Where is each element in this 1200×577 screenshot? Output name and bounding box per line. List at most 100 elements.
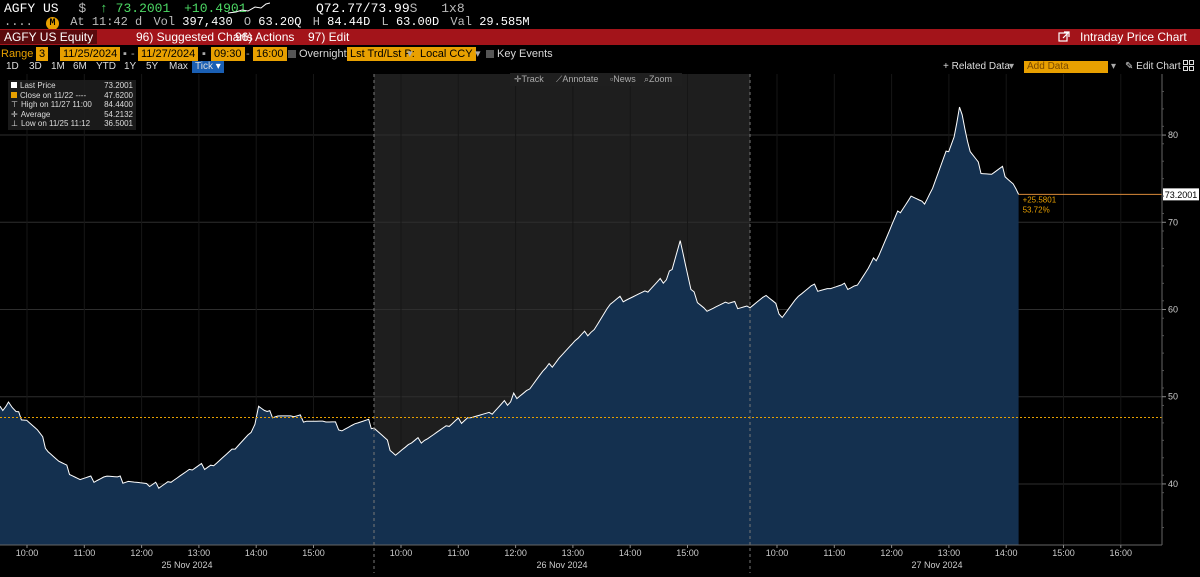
high-label: H (312, 15, 320, 29)
dropdown-icon[interactable]: ▾ (1111, 61, 1117, 72)
bid-ask: Q72.77/73.99 (316, 1, 410, 16)
period-3d[interactable]: 3D (29, 61, 42, 72)
grid-view-icon[interactable] (1183, 60, 1194, 75)
range-value-field[interactable]: 3 (36, 47, 49, 61)
legend-label-text: Low on 11/25 11:12 (20, 119, 91, 129)
x-tick-label: 10:00 (766, 548, 789, 558)
low-price: 63.00D (395, 15, 440, 29)
period-ytd[interactable]: YTD (96, 61, 116, 72)
period-max[interactable]: Max (169, 61, 188, 72)
key-events-label: Key Events (497, 48, 553, 60)
related-data-button[interactable]: + Related Data (943, 61, 1010, 72)
currency-select[interactable]: Local CCY (417, 47, 476, 61)
legend-label: Close on 11/22 ---- (11, 91, 86, 101)
ticker[interactable]: AGFY US (4, 1, 59, 16)
overnight-checkbox[interactable] (288, 50, 296, 58)
change-annotation: +25.5801 (1023, 195, 1057, 204)
zoom-tool[interactable]: ⌕ Zoom (644, 74, 673, 84)
page-title: Intraday Price Chart (1080, 30, 1187, 44)
legend-swatch (11, 82, 17, 88)
x-tick-label: 13:00 (562, 548, 585, 558)
dropdown-icon[interactable]: ▾ (1009, 61, 1015, 72)
legend-label: Last Price (11, 81, 56, 91)
legend-value: 54.2132 (104, 109, 133, 119)
chart-legend: Last Price 73.2001 Close on 11/22 ---- 47.6… (8, 80, 136, 130)
calendar-icon[interactable]: ▪ (202, 48, 206, 60)
legend-value: 73.2001 (104, 81, 133, 90)
actions-button[interactable]: 96) Actions (235, 30, 295, 44)
legend-marker-icon: ⊤ (11, 100, 18, 110)
legend-label: ⊤ High on 11/27 11:00 (11, 100, 92, 110)
x-tick-label: 11:00 (73, 548, 95, 558)
x-tick-label: 15:00 (676, 548, 699, 558)
period-6m[interactable]: 6M (73, 61, 87, 72)
dots: .... (4, 15, 33, 29)
x-tick-label: 12:00 (504, 548, 527, 558)
news-tool[interactable]: ▫ News (610, 74, 636, 84)
dropdown-icon[interactable]: ▾ (475, 48, 481, 60)
date-separator: - (131, 48, 135, 60)
time-separator: - (246, 48, 250, 60)
x-tick-label: 12:00 (880, 548, 903, 558)
x-day-label: 27 Nov 2024 (911, 560, 962, 570)
external-link-icon[interactable] (1058, 30, 1070, 46)
legend-marker-icon: ✛ (11, 109, 18, 119)
market-select[interactable]: Lst Trd/Lst P: (347, 47, 418, 61)
track-tool[interactable]: ✛ Track (514, 74, 544, 84)
legend-marker-icon: ⊥ (11, 119, 18, 129)
end-time-field[interactable]: 16:00 (253, 47, 287, 61)
legend-label-text: Last Price (20, 81, 56, 90)
legend-row: ⊤ High on 11/27 11:00 84.4400 (11, 100, 133, 110)
key-events-checkbox[interactable] (486, 50, 494, 58)
period-tick[interactable]: Tick ▾ (192, 61, 224, 73)
change-pct-annotation: 53.72% (1023, 205, 1050, 214)
low-label: L (381, 15, 389, 29)
price-line (0, 106, 1020, 489)
settings-bar: Range 3 11/25/2024 ▪ - 11/27/2024 ▪ 09:3… (0, 47, 1200, 61)
legend-swatch (11, 91, 17, 98)
news-label: News (613, 74, 636, 84)
currency-symbol: $ (78, 1, 87, 16)
suggested-charts-button[interactable]: 96) Suggested Charts (136, 30, 253, 44)
legend-label: ⊥ Low on 11/25 11:12 (11, 119, 90, 129)
overnight-label: Overnight (299, 48, 347, 60)
x-tick-label: 14:00 (245, 548, 268, 558)
legend-value: 36.5001 (104, 119, 133, 129)
period-1y[interactable]: 1Y (124, 61, 137, 72)
period-1m[interactable]: 1M (51, 61, 65, 72)
edit-button[interactable]: 97) Edit (308, 30, 350, 44)
vol-label: Vol (153, 15, 176, 29)
legend-value: 47.6200 (104, 90, 133, 100)
x-tick-label: 11:00 (447, 548, 469, 558)
end-date-field[interactable]: 11/27/2024 (138, 47, 199, 61)
legend-row: ✛ Average 54.2132 (11, 110, 133, 120)
security-field[interactable]: AGFY US Equity (0, 30, 98, 44)
up-arrow-icon: ↑ (100, 1, 108, 16)
legend-label: ✛ Average (11, 110, 50, 120)
y-tick-label: 80 (1168, 130, 1178, 140)
legend-row: ⊥ Low on 11/25 11:12 36.5001 (11, 119, 133, 129)
y-tick-label: 40 (1168, 479, 1178, 489)
legend-label-text: Close on 11/22 ---- (20, 90, 87, 100)
at-label: At (70, 15, 85, 29)
quote-time-suffix: d (135, 15, 143, 29)
dropdown-icon[interactable]: ▾ (407, 48, 413, 60)
edit-chart-button[interactable]: ✎ Edit Chart (1125, 61, 1181, 72)
period-1d[interactable]: 1D (6, 61, 19, 72)
x-tick-label: 15:00 (1052, 548, 1075, 558)
start-date-field[interactable]: 11/25/2024 (60, 47, 121, 61)
high-price: 84.44D (327, 15, 371, 29)
last-price: 73.2001 (115, 1, 171, 16)
quote-line-1: AGFY US $ ↑ 73.2001 +10.4901 (4, 1, 247, 16)
calendar-icon[interactable]: ▪ (123, 48, 127, 60)
period-tick-label: Tick (195, 61, 213, 72)
quote-line-2: .... M At 11:42 d Vol 397,430 O 63.20Q H… (4, 15, 530, 30)
legend-value: 84.4400 (104, 100, 133, 110)
start-time-field[interactable]: 09:30 (211, 47, 245, 61)
sparkline-icon (228, 2, 270, 14)
period-5y[interactable]: 5Y (146, 61, 159, 72)
annotate-tool[interactable]: ⟋ Annotate (556, 74, 599, 84)
add-data-input[interactable]: Add Data (1024, 61, 1108, 73)
x-tick-label: 10:00 (390, 548, 413, 558)
